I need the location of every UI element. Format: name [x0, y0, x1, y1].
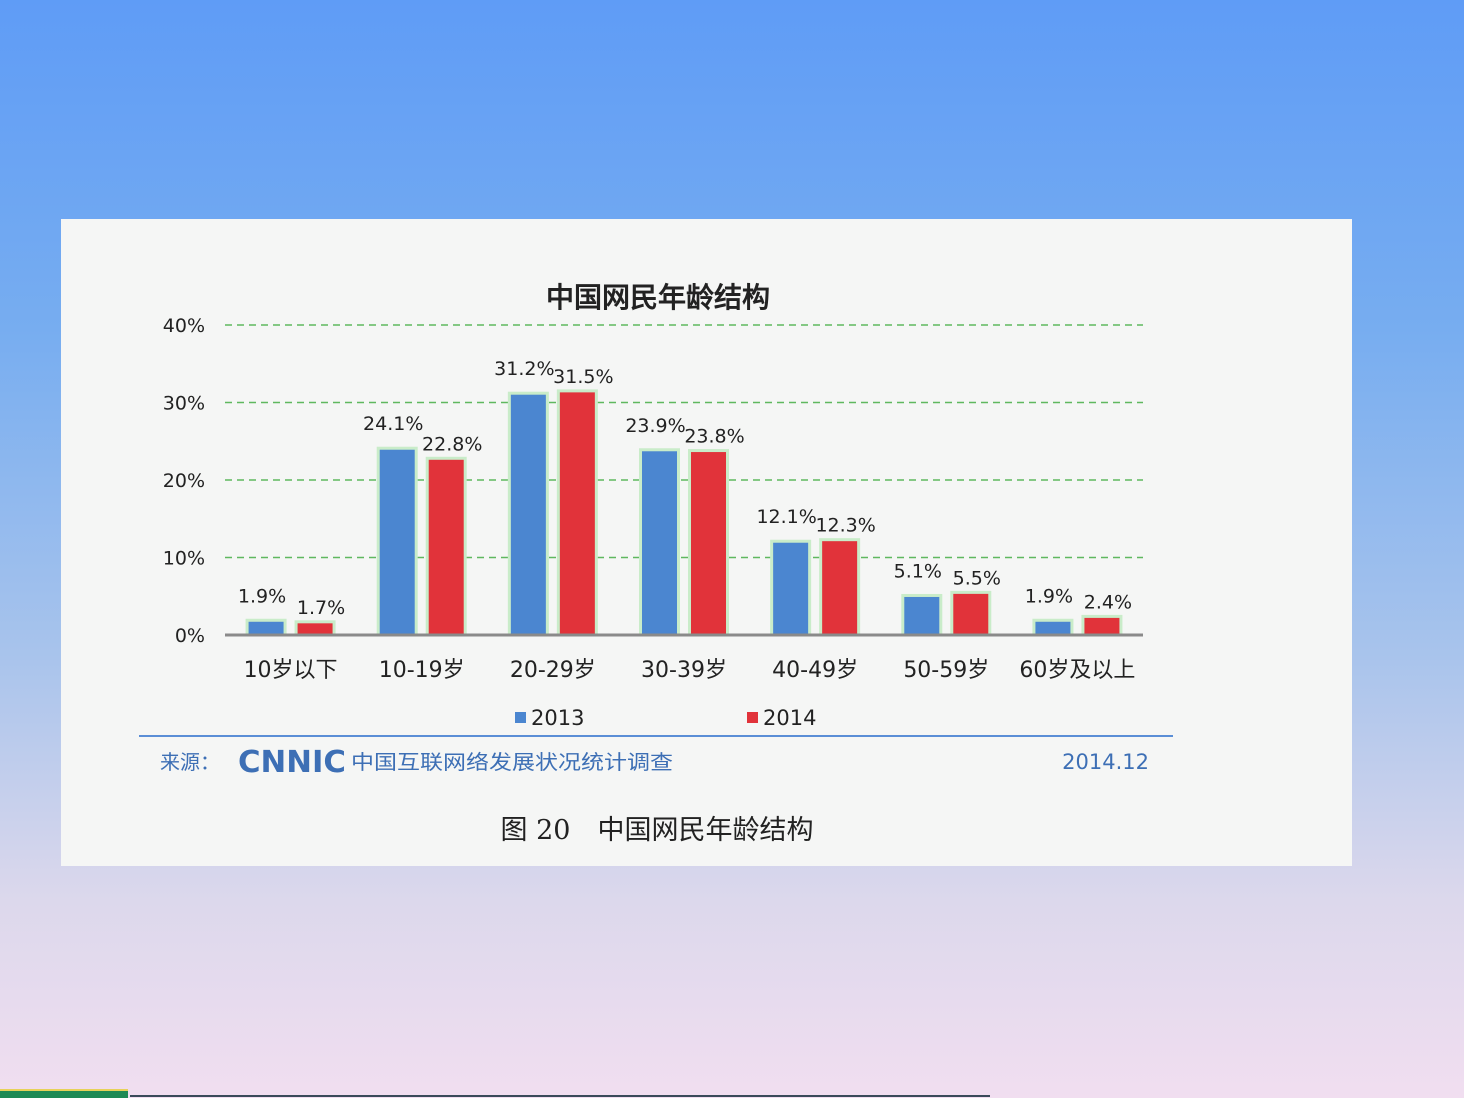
data-label-2013: 1.9% — [1025, 585, 1073, 607]
y-tick-label: 0% — [175, 625, 205, 647]
legend-swatch-2013 — [515, 712, 526, 723]
bar-2013 — [770, 539, 812, 637]
figure-caption: 图 20 中国网民年龄结构 — [501, 815, 814, 846]
footer-line — [130, 1095, 990, 1097]
legend-swatch-2014 — [747, 712, 758, 723]
data-label-2014: 31.5% — [553, 366, 613, 388]
cnnic-logo: CNNIC — [238, 745, 346, 780]
legend-label-2014: 2014 — [763, 706, 816, 730]
data-label-2013: 12.1% — [756, 506, 816, 528]
source-org: 中国互联网络发展状况统计调查 — [351, 750, 673, 774]
chart-title: 中国网民年龄结构 — [546, 281, 770, 314]
bar-2013 — [639, 448, 680, 637]
source-label: 来源： — [160, 750, 220, 774]
bar-2014 — [556, 389, 598, 637]
y-tick-label: 40% — [163, 315, 205, 337]
x-axis-ticks: 10岁以下 10-19岁 20-29岁 30-39岁 40-49岁 50-59岁 60岁及以… — [244, 658, 1136, 683]
data-label-2013: 1.9% — [238, 585, 286, 607]
y-tick-label: 20% — [163, 470, 205, 492]
bar-2013 — [376, 446, 418, 637]
x-tick-label: 10-19岁 — [379, 658, 465, 683]
bars — [245, 389, 1123, 637]
data-label-2013: 31.2% — [494, 358, 554, 380]
source-line: 来源： CNNIC 中国互联网络发展状况统计调查 2014.12 — [160, 745, 1149, 780]
bar-2014 — [425, 456, 467, 637]
y-tick-label: 10% — [163, 548, 205, 570]
bar-2013 — [507, 391, 549, 637]
legend-label-2013: 2013 — [531, 706, 584, 730]
chart-panel: 中国网民年龄结构 0% 10% 20% 30% 40% 1.9% 1.7% 24.1% 22.… — [61, 219, 1352, 866]
data-label-2014: 23.8% — [684, 426, 744, 448]
legend: 2013 2014 — [515, 706, 816, 730]
y-tick-label: 30% — [163, 393, 205, 415]
y-axis-ticks: 0% 10% 20% 30% 40% — [163, 315, 205, 647]
data-label-2014: 5.5% — [953, 567, 1001, 589]
x-tick-label: 40-49岁 — [772, 658, 858, 683]
gridlines — [225, 324, 1143, 559]
data-label-2014: 2.4% — [1084, 591, 1132, 613]
x-tick-label: 30-39岁 — [641, 658, 727, 683]
bar-2014 — [819, 538, 861, 637]
data-label-2014: 1.7% — [297, 597, 345, 619]
bar-2014 — [950, 590, 992, 637]
x-tick-label: 50-59岁 — [903, 658, 989, 683]
x-tick-label: 60岁及以上 — [1019, 658, 1135, 683]
bar-2014 — [1081, 614, 1123, 637]
source-date: 2014.12 — [1062, 750, 1149, 774]
bar-2014 — [688, 449, 729, 637]
data-label-2013: 24.1% — [363, 413, 423, 435]
data-label-2013: 23.9% — [625, 415, 685, 437]
data-label-2013: 5.1% — [894, 560, 942, 582]
footer-accent-bar — [0, 1089, 128, 1098]
data-labels: 1.9% 1.7% 24.1%22.8% 31.2%31.5% 23.9%23.8% 12… — [238, 358, 1132, 619]
bar-chart: 中国网民年龄结构 0% 10% 20% 30% 40% 1.9% 1.7% 24.1%22.… — [139, 281, 1173, 846]
data-label-2014: 12.3% — [815, 515, 875, 537]
bar-2013 — [1032, 618, 1074, 637]
x-tick-label: 20-29岁 — [510, 658, 596, 683]
bar-2014 — [294, 620, 336, 637]
bar-2013 — [901, 593, 943, 637]
bar-2013 — [245, 618, 287, 637]
x-tick-label: 10岁以下 — [244, 658, 338, 683]
data-label-2014: 22.8% — [422, 433, 482, 455]
